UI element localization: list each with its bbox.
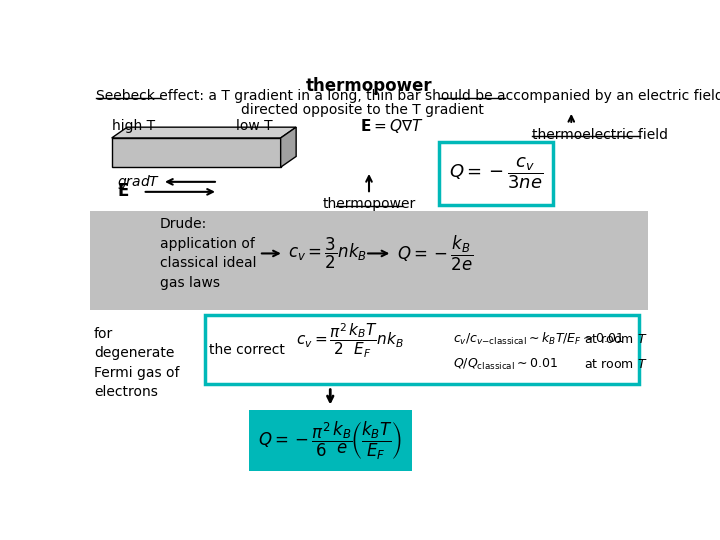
Text: $c_v=\dfrac{3}{2}nk_B$: $c_v=\dfrac{3}{2}nk_B$ xyxy=(289,236,367,271)
Text: $Q/Q_\mathrm{classical}\sim 0.01$: $Q/Q_\mathrm{classical}\sim 0.01$ xyxy=(453,357,558,373)
Text: high T: high T xyxy=(112,119,155,133)
Text: $c_v=\dfrac{\pi^2}{2}\dfrac{k_BT}{E_F}nk_B$: $c_v=\dfrac{\pi^2}{2}\dfrac{k_BT}{E_F}nk… xyxy=(296,322,404,361)
Text: thermopower: thermopower xyxy=(323,197,415,211)
Bar xyxy=(438,142,554,205)
Bar xyxy=(90,211,648,309)
Text: directed opposite to the T gradient: directed opposite to the T gradient xyxy=(241,103,484,117)
Text: Seebeck effect: a T gradient in a long, thin bar should be accompanied by an ele: Seebeck effect: a T gradient in a long, … xyxy=(96,90,720,104)
Bar xyxy=(249,410,412,471)
Text: $\mathbf{E}$: $\mathbf{E}$ xyxy=(117,184,130,200)
Text: low T: low T xyxy=(235,119,272,133)
Text: thermopower: thermopower xyxy=(306,77,432,95)
Text: for
degenerate
Fermi gas of
electrons: for degenerate Fermi gas of electrons xyxy=(94,327,179,399)
Text: $\mathbf{E}=Q\nabla T$: $\mathbf{E}=Q\nabla T$ xyxy=(360,117,423,135)
Text: $Q=-\dfrac{\pi^2}{6}\dfrac{k_B}{e}\!\left(\dfrac{k_BT}{E_F}\right)$: $Q=-\dfrac{\pi^2}{6}\dfrac{k_B}{e}\!\lef… xyxy=(258,420,402,462)
Text: Drude:
application of
classical ideal
gas laws: Drude: application of classical ideal ga… xyxy=(160,217,256,290)
Text: $Q=-\dfrac{c_v}{3ne}$: $Q=-\dfrac{c_v}{3ne}$ xyxy=(449,156,544,191)
Polygon shape xyxy=(112,127,296,138)
Text: grad$T$: grad$T$ xyxy=(117,173,161,191)
Polygon shape xyxy=(112,138,281,167)
Text: at room $T$: at room $T$ xyxy=(585,333,648,346)
Text: thermoelectric field: thermoelectric field xyxy=(532,128,667,142)
Text: $Q=-\dfrac{k_B}{2e}$: $Q=-\dfrac{k_B}{2e}$ xyxy=(397,234,474,273)
Bar xyxy=(204,315,639,384)
Polygon shape xyxy=(281,127,296,167)
Text: the correct: the correct xyxy=(210,343,285,357)
Text: at room $T$: at room $T$ xyxy=(585,359,648,372)
Text: $c_v/c_{v\mathrm{-classical}}\sim k_BT/E_F\sim 0.01$: $c_v/c_{v\mathrm{-classical}}\sim k_BT/E… xyxy=(453,331,624,347)
